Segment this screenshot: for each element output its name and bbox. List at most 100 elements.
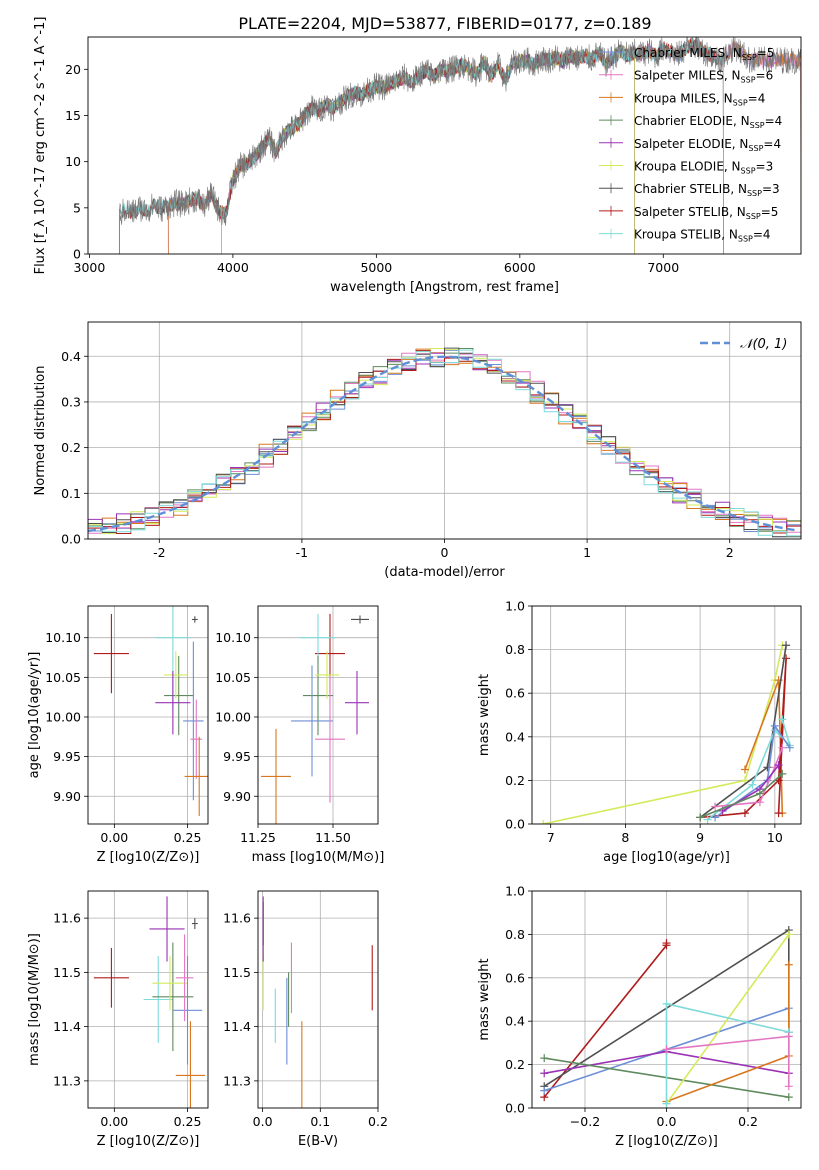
y-tick-label: 1.0 [505, 884, 525, 899]
legend-subscript: SSP [741, 167, 756, 176]
data-point-marker [662, 1099, 671, 1108]
axes-frame [87, 321, 802, 540]
y-tick-label: 11.3 [53, 1073, 81, 1088]
plot-content [93, 896, 206, 1108]
x-tick-label: 10 [767, 830, 783, 845]
y-tick-label: 0.3 [61, 394, 81, 409]
plot-content [93, 606, 208, 817]
legend-count: =5 [757, 46, 775, 60]
data-point-marker [782, 641, 791, 650]
mass-weight-vs-metallicity-panel: −0.2 0.0 0.2 0.0 0.2 0.4 0.6 0.8 1.0 Z [log10(Z/Z… [477, 884, 802, 1149]
x-tick-label: 8 [621, 830, 629, 845]
data-point-marker [778, 743, 787, 752]
y-axis-label: Normed distribution [33, 366, 48, 496]
histogram-kroupa-stelib [88, 349, 801, 538]
x-tick-label: −0.2 [570, 1114, 600, 1129]
legend-subscript: SSP [742, 53, 757, 62]
data-point-marker [770, 721, 779, 730]
legend-count: =4 [753, 228, 771, 242]
x-tick-label: 3000 [74, 260, 106, 275]
legend-text: Kroupa STELIB, N [634, 228, 738, 242]
y-tick-label: 10.00 [45, 709, 81, 724]
y-axis-label: mass weight [477, 674, 492, 756]
legend-label: 𝒩(0, 1) [740, 337, 787, 352]
y-axis-label: Flux [f_λ 10^-17 erg cm^-2 s^-1 A^-1] [33, 17, 48, 275]
plot-content [539, 641, 794, 824]
y-axis-label: mass weight [477, 958, 492, 1040]
data-point-marker [784, 1032, 793, 1041]
x-tick-label: 7 [547, 830, 555, 845]
data-point-marker [740, 809, 749, 818]
mass-weight-line-salpeter-miles [715, 747, 784, 808]
y-tick-label: 1.0 [505, 599, 525, 614]
data-point-marker [763, 763, 772, 772]
age-vs-mass-panel: 11.25 11.50 9.90 9.95 10.00 10.05 10.10 mass [l… [215, 605, 384, 865]
y-tick-label: 11.3 [223, 1073, 251, 1088]
x-tick-label: 0.2 [738, 1114, 758, 1129]
x-tick-label: -1 [296, 545, 308, 560]
y-tick-label: 11.5 [53, 965, 81, 980]
x-tick-label: 0.00 [100, 1114, 128, 1129]
x-tick-label: 1 [583, 545, 591, 560]
y-tick-label: 5 [73, 200, 81, 215]
legend-count: =4 [748, 91, 766, 105]
x-tick-label: 2 [726, 545, 734, 560]
legend-subscript: SSP [741, 76, 756, 85]
data-point-marker [784, 1082, 793, 1091]
y-tick-label: 11.4 [53, 1019, 81, 1034]
y-tick-label: 0.0 [505, 817, 525, 832]
data-point-marker [774, 809, 783, 818]
y-tick-label: 10 [65, 154, 81, 169]
y-tick-label: 0.6 [505, 686, 525, 701]
legend-label: Salpeter STELIB, NSSP=5 [634, 205, 778, 221]
plot-content [540, 926, 793, 1108]
legend-label: Salpeter MILES, NSSP=6 [634, 69, 773, 85]
y-tick-label: 10.10 [215, 630, 251, 645]
data-point-marker [778, 769, 787, 778]
y-tick-label: 15 [65, 108, 81, 123]
legend-subscript: SSP [733, 98, 748, 107]
y-tick-label: 0.1 [61, 486, 81, 501]
legend-count: =3 [756, 160, 774, 174]
y-axis-label: age [log10(age/yr)] [27, 652, 42, 779]
x-axis-label: Z [log10(Z/Z⊙)] [97, 1134, 200, 1149]
data-point-marker [740, 765, 749, 774]
histogram-chabrier-stelib [88, 347, 801, 538]
axes-frame [87, 890, 209, 1109]
data-point-marker [662, 1045, 671, 1054]
normal-curve [88, 355, 799, 533]
data-point-marker [784, 960, 793, 969]
legend-label: Chabrier ELODIE, NSSP=4 [634, 114, 782, 130]
y-tick-label: 0.8 [505, 927, 525, 942]
y-axis-label: mass [log10(M/M⊙)] [27, 933, 42, 1066]
plot-content [119, 37, 801, 254]
plot-content [88, 347, 801, 538]
axes-frame [531, 605, 802, 825]
mass-weight-line-kroupa-elodie [665, 933, 790, 1105]
x-tick-label: 0.25 [174, 830, 202, 845]
x-tick-label: -2 [153, 545, 165, 560]
data-point-marker [755, 798, 764, 807]
x-axis-label: (data-model)/error [384, 565, 505, 580]
y-tick-label: 10.05 [45, 670, 81, 685]
x-axis-label: age [log10(age/yr)] [603, 850, 730, 865]
x-tick-label: 5000 [360, 260, 392, 275]
x-tick-label: 11.25 [240, 830, 276, 845]
legend-count: =4 [763, 137, 781, 151]
histogram-legend: 𝒩(0, 1) [700, 337, 787, 352]
data-point-marker [774, 761, 783, 770]
mass-vs-extinction-panel: 0.0 0.1 0.2 11.3 11.4 11.5 11.6 E(B-V) [223, 890, 388, 1149]
y-tick-label: 0.0 [61, 532, 81, 547]
y-tick-label: 11.6 [223, 911, 251, 926]
data-point-marker [784, 1093, 793, 1102]
data-point-marker [755, 789, 764, 798]
x-axis-label: E(B-V) [298, 1134, 338, 1149]
legend-text: Chabrier ELODIE, N [634, 114, 750, 128]
x-tick-label: 0 [441, 545, 449, 560]
data-point-marker [696, 813, 705, 822]
y-tick-label: 0 [73, 247, 81, 262]
axes-frame [531, 890, 802, 1109]
x-tick-label: 4000 [217, 260, 249, 275]
legend-subscript: SSP [750, 121, 765, 130]
